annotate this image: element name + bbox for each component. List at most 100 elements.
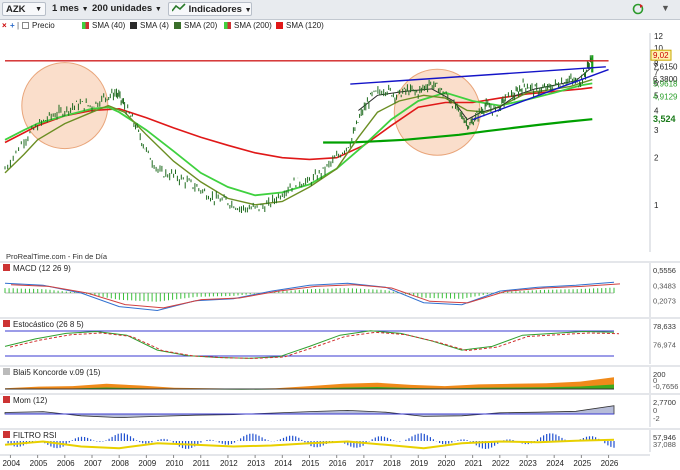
chevron-down-icon: ▼ <box>35 6 42 13</box>
panel-value-label: -2 <box>653 414 660 423</box>
legend-label: SMA (20) <box>184 21 218 30</box>
y-tick-label: 10 <box>654 44 663 53</box>
separator-icon: | <box>17 21 20 30</box>
refresh-icon[interactable] <box>632 3 644 15</box>
chevron-down-icon[interactable]: ▼ <box>661 3 670 13</box>
macd-line <box>4 281 615 312</box>
last-price-badge <box>650 49 672 61</box>
sma40-swatch-icon <box>82 22 89 29</box>
chevron-down-icon: ▼ <box>244 7 252 14</box>
x-tick-label: 2010 <box>166 459 184 468</box>
x-tick-label: 2023 <box>519 459 537 468</box>
signal-line <box>10 283 621 309</box>
x-tick-label: 2005 <box>30 459 48 468</box>
panel-value-label: 0 <box>653 376 657 385</box>
add-icon[interactable]: + <box>10 21 15 30</box>
legend-item-sma40[interactable]: SMA (40) <box>82 20 125 31</box>
indicator-chart-icon <box>171 3 186 12</box>
y-tick-label: 2 <box>654 154 659 163</box>
panel-swatch-icon <box>3 264 10 271</box>
y-tick-label: 1 <box>654 201 659 210</box>
x-tick-label: 2007 <box>84 459 102 468</box>
sma120-swatch-icon <box>276 22 283 29</box>
x-tick-label: 2021 <box>465 459 483 468</box>
trendline-line <box>472 68 609 121</box>
chevron-down-icon: ▼ <box>154 6 162 13</box>
y-tick-label: 8 <box>654 59 659 68</box>
x-tick-label: 2020 <box>437 459 455 468</box>
symbol-selector[interactable]: AZK ▼ <box>2 2 46 16</box>
price-label: 5,9618 <box>653 79 678 88</box>
toolbar: AZK ▼ 1 mes ▼ 200 unidades ▼ Indicadores… <box>0 0 680 20</box>
legend-item-sma4[interactable]: SMA (4) <box>130 20 169 31</box>
stoch-d-line <box>9 331 620 359</box>
x-tick-label: 2015 <box>302 459 320 468</box>
x-tick-label: 2004 <box>2 459 20 468</box>
panel-value-label: 78,633 <box>653 322 676 331</box>
panel-value-label: 0,2073 <box>653 297 676 306</box>
sma20-line <box>4 78 593 206</box>
symbol-label: AZK <box>6 4 26 15</box>
price-label: 3,524 <box>653 114 676 124</box>
sma4-swatch-icon <box>130 22 137 29</box>
legend-item-sma200[interactable]: SMA (200) <box>224 20 272 31</box>
legend-item-price[interactable]: Precio <box>22 20 55 31</box>
panel-value-label: 57,946 <box>653 433 676 442</box>
sma200-swatch-icon <box>224 22 231 29</box>
period-selector[interactable]: 1 mes ▼ <box>49 2 89 16</box>
y-tick-label: 3 <box>654 126 659 135</box>
price-swatch-icon <box>22 22 29 29</box>
x-tick-label: 2008 <box>111 459 129 468</box>
x-tick-label: 2026 <box>601 459 619 468</box>
panel-title: FILTRO RSI <box>13 431 56 440</box>
momentum-area <box>4 405 615 419</box>
units-selector[interactable]: 200 unidades ▼ <box>89 2 165 16</box>
period-label: 1 mes <box>52 3 79 14</box>
price-label: 7,6150 <box>653 63 678 72</box>
x-tick-label: 2022 <box>492 459 510 468</box>
legend-label: SMA (200) <box>234 21 272 30</box>
x-tick-label: 2009 <box>138 459 156 468</box>
panel-value-label: 37,088 <box>653 440 676 449</box>
indicators-button[interactable]: Indicadores ▼ <box>168 2 252 16</box>
price-label: 4,9129 <box>653 93 678 102</box>
y-tick-label: 5 <box>654 91 659 100</box>
y-tick-label: 4 <box>654 107 659 116</box>
legend-label: SMA (4) <box>140 21 169 30</box>
panel-swatch-icon <box>3 431 10 438</box>
price-label: 6,3800 <box>653 75 678 84</box>
source-label: ProRealTime.com - Fin de Día <box>6 252 108 261</box>
legend-item-sma120[interactable]: SMA (120) <box>276 20 324 31</box>
panel-value-label: 200 <box>653 370 666 379</box>
rsi-line <box>4 438 615 450</box>
chevron-down-icon: ▼ <box>81 6 89 13</box>
sma20-swatch-icon <box>174 22 181 29</box>
legend-label: SMA (120) <box>286 21 324 30</box>
legend-item-sma20[interactable]: SMA (20) <box>174 20 217 31</box>
price-bars <box>4 55 592 213</box>
x-tick-label: 2019 <box>410 459 428 468</box>
x-tick-label: 2014 <box>274 459 292 468</box>
panel-swatch-icon <box>3 320 10 327</box>
x-tick-label: 2018 <box>383 459 401 468</box>
legend-label: SMA (40) <box>92 21 126 30</box>
y-tick-label: 7 <box>654 68 659 77</box>
panel-title: Mom (12) <box>13 396 48 405</box>
panel-value-label: -0,7656 <box>653 382 678 391</box>
highlight-circle <box>21 62 109 150</box>
units-label: 200 unidades <box>92 3 153 14</box>
panel-value-label: 0,3483 <box>653 281 676 290</box>
panel-title: MACD (12 26 9) <box>13 264 71 273</box>
koncorde-green-area <box>5 384 614 390</box>
x-tick-label: 2006 <box>57 459 75 468</box>
panel-value-label: 0,5556 <box>653 266 676 275</box>
y-tick-label: 6 <box>654 79 659 88</box>
sma200-line <box>323 118 593 144</box>
x-tick-label: 2017 <box>356 459 374 468</box>
indicators-label: Indicadores <box>188 4 242 15</box>
x-tick-label: 2024 <box>546 459 564 468</box>
panel-value-label: 76,974 <box>653 341 676 350</box>
legend-bar: × + | Precio SMA (40) SMA (4) SMA (20) S… <box>0 20 660 31</box>
close-icon[interactable]: × <box>2 21 7 30</box>
